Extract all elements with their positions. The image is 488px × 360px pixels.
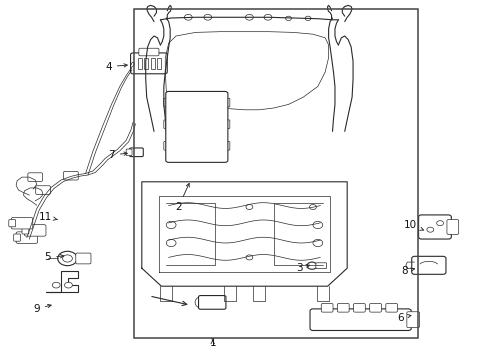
Circle shape <box>52 282 60 288</box>
FancyBboxPatch shape <box>385 303 397 312</box>
Circle shape <box>203 14 211 20</box>
FancyBboxPatch shape <box>224 120 229 129</box>
Text: 10: 10 <box>404 220 423 230</box>
FancyBboxPatch shape <box>11 217 33 229</box>
FancyBboxPatch shape <box>198 296 225 309</box>
Circle shape <box>245 14 253 20</box>
Circle shape <box>166 221 176 229</box>
Circle shape <box>184 14 192 20</box>
FancyBboxPatch shape <box>22 227 29 234</box>
Bar <box>138 58 142 69</box>
Text: 2: 2 <box>175 184 189 212</box>
FancyBboxPatch shape <box>163 141 169 150</box>
Ellipse shape <box>195 297 205 308</box>
FancyBboxPatch shape <box>411 256 445 274</box>
Text: 6: 6 <box>397 312 410 323</box>
Polygon shape <box>46 271 78 292</box>
FancyBboxPatch shape <box>76 253 91 264</box>
FancyBboxPatch shape <box>126 149 132 156</box>
FancyBboxPatch shape <box>446 220 458 234</box>
Circle shape <box>426 227 433 232</box>
FancyBboxPatch shape <box>337 303 348 312</box>
Circle shape <box>177 149 184 154</box>
Circle shape <box>245 204 252 210</box>
FancyBboxPatch shape <box>16 232 38 243</box>
Circle shape <box>64 282 72 288</box>
Bar <box>157 58 161 69</box>
FancyBboxPatch shape <box>139 48 159 56</box>
FancyBboxPatch shape <box>129 148 143 157</box>
Text: 5: 5 <box>44 252 63 262</box>
FancyBboxPatch shape <box>9 220 16 227</box>
Circle shape <box>312 221 322 229</box>
Circle shape <box>285 16 291 21</box>
FancyBboxPatch shape <box>418 215 450 239</box>
FancyBboxPatch shape <box>369 303 381 312</box>
FancyBboxPatch shape <box>63 171 78 180</box>
Circle shape <box>306 262 316 269</box>
Circle shape <box>62 255 72 262</box>
Circle shape <box>305 16 310 21</box>
Circle shape <box>58 251 77 266</box>
Bar <box>144 58 148 69</box>
Text: 8: 8 <box>401 266 413 276</box>
FancyBboxPatch shape <box>24 225 46 236</box>
Text: 9: 9 <box>33 304 51 314</box>
FancyBboxPatch shape <box>163 98 169 107</box>
FancyBboxPatch shape <box>14 234 20 241</box>
Circle shape <box>264 14 271 20</box>
FancyBboxPatch shape <box>353 303 365 312</box>
Bar <box>134 9 417 338</box>
FancyBboxPatch shape <box>315 263 326 269</box>
Circle shape <box>436 221 443 226</box>
FancyBboxPatch shape <box>36 186 50 194</box>
FancyBboxPatch shape <box>163 120 169 129</box>
FancyBboxPatch shape <box>224 98 229 107</box>
FancyBboxPatch shape <box>28 173 42 181</box>
Text: 11: 11 <box>38 212 57 222</box>
Text: 7: 7 <box>108 150 127 160</box>
Circle shape <box>177 102 184 107</box>
FancyBboxPatch shape <box>321 303 332 312</box>
Text: 1: 1 <box>209 338 216 348</box>
Circle shape <box>245 255 252 260</box>
Circle shape <box>312 239 322 247</box>
Circle shape <box>166 239 176 247</box>
FancyBboxPatch shape <box>130 53 167 74</box>
FancyBboxPatch shape <box>406 312 419 328</box>
FancyBboxPatch shape <box>165 91 227 162</box>
Circle shape <box>309 204 316 210</box>
Text: 3: 3 <box>295 263 309 273</box>
Circle shape <box>206 102 213 107</box>
FancyBboxPatch shape <box>309 309 410 330</box>
Circle shape <box>206 149 213 154</box>
FancyBboxPatch shape <box>224 141 229 150</box>
Text: 4: 4 <box>105 62 127 72</box>
Bar <box>150 58 154 69</box>
